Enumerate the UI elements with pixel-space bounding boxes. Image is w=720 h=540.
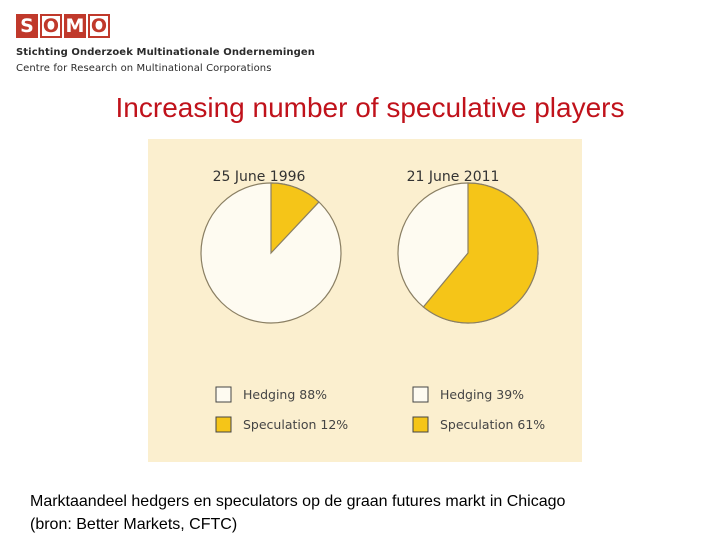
somo-logo: S O M O	[16, 14, 112, 40]
legend-swatch-speculation	[215, 416, 232, 433]
org-name-english: Centre for Research on Multinational Cor…	[16, 63, 272, 74]
logo-letter: M	[64, 14, 86, 38]
pie-title: 25 June 1996	[213, 169, 306, 185]
legend-label-speculation: Speculation 12%	[243, 417, 348, 432]
slide-title: Increasing number of speculative players	[115, 92, 625, 123]
org-name-dutch: Stichting Onderzoek Multinationale Onder…	[16, 47, 315, 58]
caption-source: (bron: Better Markets, CFTC)	[30, 516, 238, 533]
logo-letter: S	[16, 14, 38, 38]
pie-slice-speculation	[270, 182, 320, 255]
chart-panel: 25 June 1996 Hedging 88% Speculation 12% 21…	[148, 139, 582, 462]
legend-swatch-speculation	[412, 416, 429, 433]
logo-letter: O	[88, 14, 110, 38]
caption-description: Marktaandeel hedgers en speculators op d…	[30, 493, 566, 510]
pie-slice-speculation	[422, 182, 539, 324]
legend-swatch-hedging	[215, 386, 232, 403]
legend-label-hedging: Hedging 39%	[440, 387, 524, 402]
legend-swatch-hedging	[412, 386, 429, 403]
pie-charts: 25 June 1996 Hedging 88% Speculation 12% 21…	[200, 169, 545, 433]
logo-letter: O	[40, 14, 62, 38]
pie-title: 21 June 2011	[407, 169, 500, 185]
legend-label-speculation: Speculation 61%	[440, 417, 545, 432]
legend-label-hedging: Hedging 88%	[243, 387, 327, 402]
